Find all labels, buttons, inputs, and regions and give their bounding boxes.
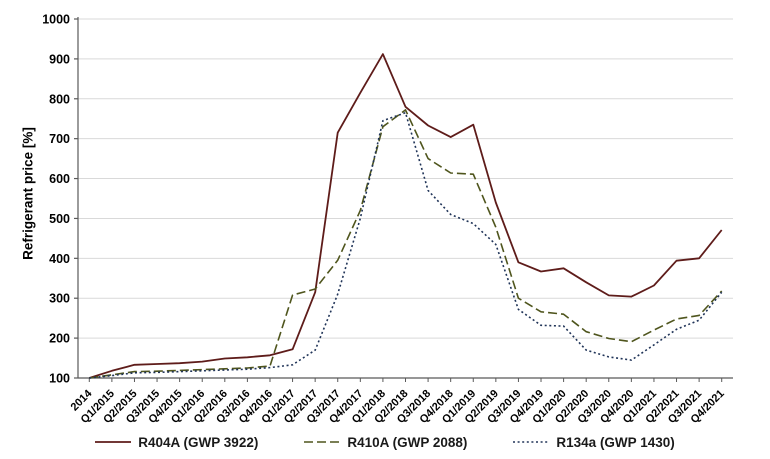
legend-line-sample xyxy=(95,441,132,443)
legend-line-sample xyxy=(513,441,550,443)
y-tick-label: 700 xyxy=(49,132,70,146)
legend-line-sample xyxy=(304,441,341,443)
y-tick-label: 900 xyxy=(49,52,70,66)
legend-label: R134a (GWP 1430) xyxy=(556,434,675,450)
y-tick-label: 800 xyxy=(49,92,70,106)
legend-item-r404a: R404A (GWP 3922) xyxy=(95,435,258,450)
series-line-r134a xyxy=(89,111,723,379)
y-tick-label: 600 xyxy=(49,172,70,186)
legend-item-r410a: R410A (GWP 2088) xyxy=(304,435,467,450)
y-tick-label: 400 xyxy=(49,252,70,266)
y-tick-label: 200 xyxy=(49,332,70,346)
series-line-r410a xyxy=(89,109,723,379)
y-tick-label: 100 xyxy=(49,372,70,386)
y-tick-label: 500 xyxy=(49,212,70,226)
y-tick-label: 300 xyxy=(49,292,70,306)
legend-item-r134a: R134a (GWP 1430) xyxy=(513,434,675,450)
legend-label: R404A (GWP 3922) xyxy=(138,434,259,450)
legend-label: R410A (GWP 2088) xyxy=(347,434,468,450)
series-line-r404a xyxy=(89,53,723,379)
y-tick-label: 1000 xyxy=(42,13,70,27)
chart-legend: R404A (GWP 3922) R410A (GWP 2088) R134a (G… xyxy=(0,429,770,455)
